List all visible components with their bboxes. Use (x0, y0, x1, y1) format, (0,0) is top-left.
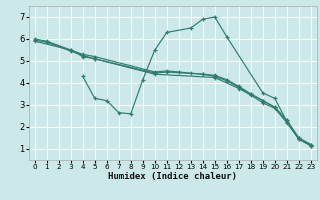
X-axis label: Humidex (Indice chaleur): Humidex (Indice chaleur) (108, 172, 237, 181)
